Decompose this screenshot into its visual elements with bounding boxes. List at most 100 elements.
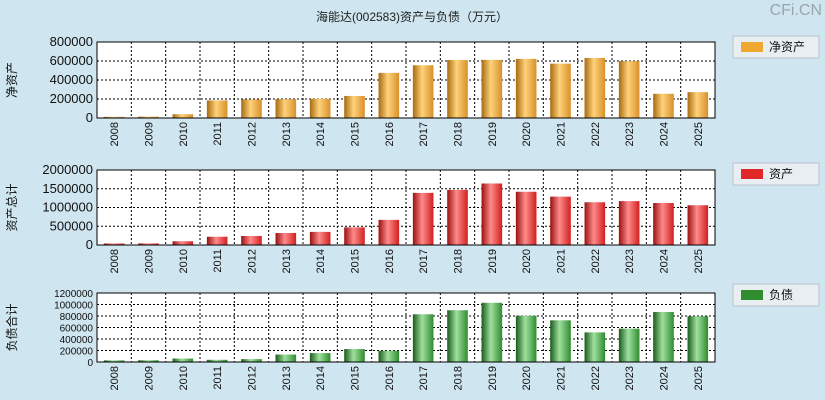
bar-2016[interactable] [378,219,400,245]
chart-title: 海能达(002583)资产与负债（万元） [316,9,508,24]
bar-2021[interactable] [550,196,571,245]
y-axis-label: 资产总计 [5,183,19,231]
x-tick-label: 2023 [624,249,636,273]
bar-2010[interactable] [172,358,194,362]
x-tick-label: 2021 [556,366,568,390]
bar-2016[interactable] [378,72,400,118]
x-tick-label: 2018 [453,366,465,390]
bar-2015[interactable] [344,349,365,362]
bar-2024[interactable] [653,93,674,118]
y-tick-label: 600000 [50,53,93,68]
bar-2025[interactable] [687,205,709,245]
bar-2022[interactable] [584,332,606,362]
bar-2009[interactable] [138,243,159,245]
bar-2010[interactable] [172,241,194,245]
bar-2015[interactable] [344,95,365,118]
x-tick-label: 2011 [212,249,224,273]
bar-2020[interactable] [515,315,537,362]
x-tick-label: 2022 [590,249,602,273]
bar-2011[interactable] [206,359,228,362]
bar-2012[interactable] [241,99,262,118]
y-tick-label: 800000 [50,34,93,49]
x-tick-label: 2021 [556,122,568,146]
x-tick-label: 2019 [487,249,499,273]
bar-2008[interactable] [103,243,125,246]
bar-2011[interactable] [206,100,228,118]
x-tick-label: 2013 [281,122,293,146]
bar-2016[interactable] [378,350,400,362]
bar-2014[interactable] [309,353,331,362]
x-tick-label: 2014 [315,122,327,146]
plot-border-1 [96,169,716,246]
x-tick-label: 2017 [418,249,430,273]
bar-2015[interactable] [344,227,365,245]
x-tick-label: 2025 [693,122,705,146]
x-tick-label: 2018 [453,249,465,273]
y-tick-label: 400000 [50,72,93,87]
bar-2021[interactable] [550,320,571,362]
bar-2023[interactable] [618,328,640,362]
bar-2025[interactable] [687,316,709,362]
x-tick-label: 2008 [109,366,121,390]
bar-2023[interactable] [618,61,640,118]
bar-2013[interactable] [275,99,297,118]
bar-2021[interactable] [550,63,571,118]
bar-2009[interactable] [138,116,159,118]
x-tick-label: 2011 [212,366,224,390]
bar-2023[interactable] [618,201,640,245]
x-tick-label: 2019 [487,366,499,390]
bar-2019[interactable] [481,302,503,362]
bar-2012[interactable] [241,236,262,245]
x-tick-label: 2023 [624,122,636,146]
bar-2008[interactable] [103,116,125,118]
x-tick-label: 2024 [659,249,671,273]
bar-2019[interactable] [481,183,503,246]
y-tick-label: 400000 [60,335,94,346]
bar-2020[interactable] [515,191,537,245]
bar-2018[interactable] [447,310,468,362]
x-tick-label: 2013 [281,249,293,273]
bar-2009[interactable] [138,360,159,362]
bar-2011[interactable] [206,236,228,245]
bar-2014[interactable] [309,98,331,118]
bar-2008[interactable] [103,360,125,362]
x-tick-label: 2012 [247,122,259,146]
legend-swatch [741,290,763,300]
bar-2024[interactable] [653,203,674,245]
bar-2025[interactable] [687,92,709,118]
legend-box [732,283,820,307]
x-tick-label: 2018 [453,122,465,146]
x-tick-label: 2021 [556,249,568,273]
bar-2018[interactable] [447,60,468,118]
x-tick-label: 2020 [521,366,533,390]
x-tick-label: 2010 [178,366,190,390]
y-tick-label: 2000000 [42,162,93,177]
x-tick-label: 2024 [659,122,671,146]
bar-2017[interactable] [412,314,434,362]
bar-2017[interactable] [412,192,434,245]
bar-2010[interactable] [172,114,194,118]
bar-2017[interactable] [412,65,434,118]
watermark: CFi.CN [770,2,822,19]
bar-2024[interactable] [653,311,674,362]
bar-2022[interactable] [584,57,606,118]
plot-border-2 [96,292,716,363]
y-tick-label: 1000000 [54,301,93,312]
x-tick-label: 2009 [144,122,156,146]
x-tick-label: 2022 [590,366,602,390]
legend-box [732,162,820,186]
bar-2012[interactable] [241,359,262,362]
bar-2019[interactable] [481,59,503,118]
y-tick-label: 1000000 [42,200,93,215]
y-tick-label: 0 [86,237,93,252]
bar-2013[interactable] [275,354,297,362]
x-tick-label: 2009 [144,366,156,390]
bar-2020[interactable] [515,58,537,118]
bar-2013[interactable] [275,233,297,245]
bar-2018[interactable] [447,189,468,245]
bar-2022[interactable] [584,202,606,245]
x-tick-label: 2014 [315,366,327,390]
bar-2014[interactable] [309,231,331,245]
